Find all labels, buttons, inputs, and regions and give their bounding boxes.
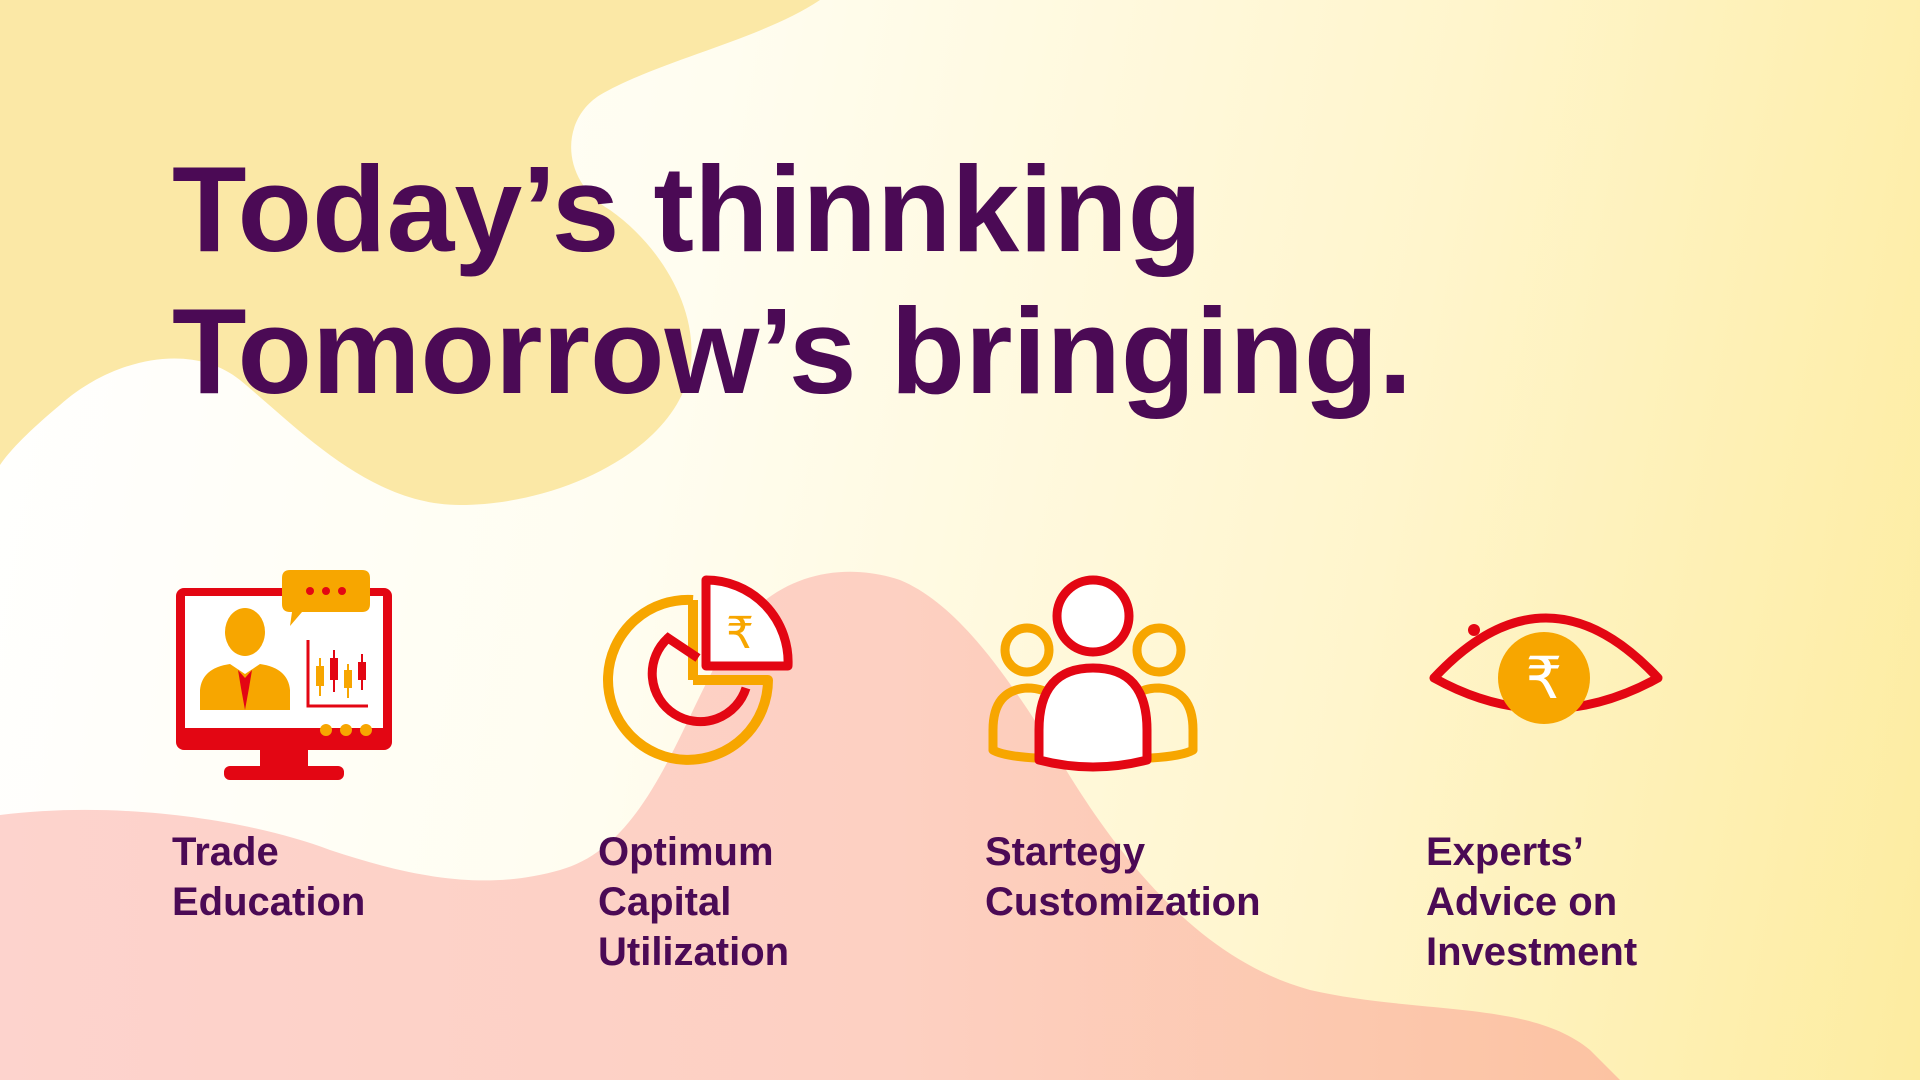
feature-label-line: Trade [172, 830, 279, 874]
headline-line-1: Today’s thinnking [172, 141, 1203, 277]
svg-text:₹: ₹ [726, 608, 754, 659]
feature-label-line: Customization [985, 880, 1261, 924]
feature-label: Experts’ Advice on Investment [1426, 827, 1637, 977]
feature-label: Trade Education [172, 827, 365, 927]
eye-rupee-icon: ₹ [1429, 613, 1663, 724]
feature-label-line: Startegy [985, 830, 1146, 874]
feature-label-line: Investment [1426, 930, 1638, 974]
rupee-pie-chart-icon: ₹ [603, 575, 793, 765]
feature-label-line: Capital [598, 880, 732, 924]
online-trade-education-monitor-icon [176, 570, 392, 780]
pink-blob [0, 571, 1620, 1080]
feature-label: Startegy Customization [985, 827, 1261, 927]
feature-label-line: Education [172, 880, 366, 924]
headline: Today’s thinnking Tomorrow’s bringing. [172, 138, 1412, 422]
headline-line-2: Tomorrow’s bringing. [172, 283, 1413, 419]
svg-text:₹: ₹ [1526, 644, 1563, 712]
feature-label-line: Experts’ [1426, 830, 1584, 874]
feature-label-line: Advice on [1426, 880, 1618, 924]
feature-label: Optimum Capital Utilization [598, 827, 789, 977]
feature-label-line: Optimum [598, 830, 774, 874]
people-group-icon [988, 575, 1198, 772]
yellow-blob [0, 0, 820, 505]
feature-label-line: Utilization [598, 930, 790, 974]
